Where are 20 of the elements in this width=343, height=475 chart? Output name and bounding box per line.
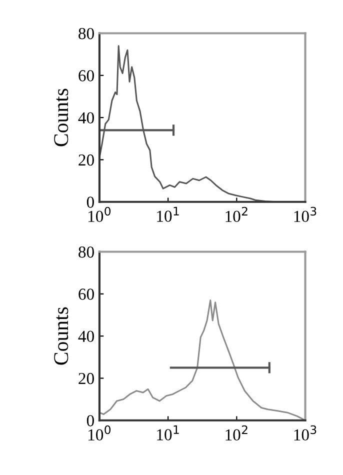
y-axis-title: Counts — [54, 307, 68, 365]
y-tick-label: 0 — [86, 196, 94, 208]
y-tick-label: 0 — [86, 415, 94, 426]
y-tick-label: 40 — [78, 112, 94, 124]
y-tick-label: 20 — [78, 154, 94, 166]
x-tick-label: 10$^{1}$ — [157, 206, 179, 222]
x-tick-label: 10$^{1}$ — [157, 425, 179, 440]
y-axis-title: Counts — [54, 88, 68, 146]
x-tick-label: 10$^{3}$ — [294, 206, 316, 222]
y-tick-label: 60 — [78, 70, 94, 82]
y-tick-label: 40 — [78, 330, 94, 342]
x-tick-label: 10$^{3}$ — [294, 425, 316, 441]
y-tick-label: 60 — [78, 288, 94, 300]
x-tick-label: 10$^{0}$ — [88, 206, 111, 222]
y-tick-label: 80 — [78, 28, 94, 40]
x-tick-label: 10$^{2}$ — [226, 206, 248, 222]
y-tick-label: 80 — [78, 246, 94, 258]
y-tick-label: 20 — [78, 372, 94, 384]
x-tick-label: 10$^{2}$ — [226, 425, 248, 441]
x-tick-label: 10$^{0}$ — [88, 425, 111, 441]
